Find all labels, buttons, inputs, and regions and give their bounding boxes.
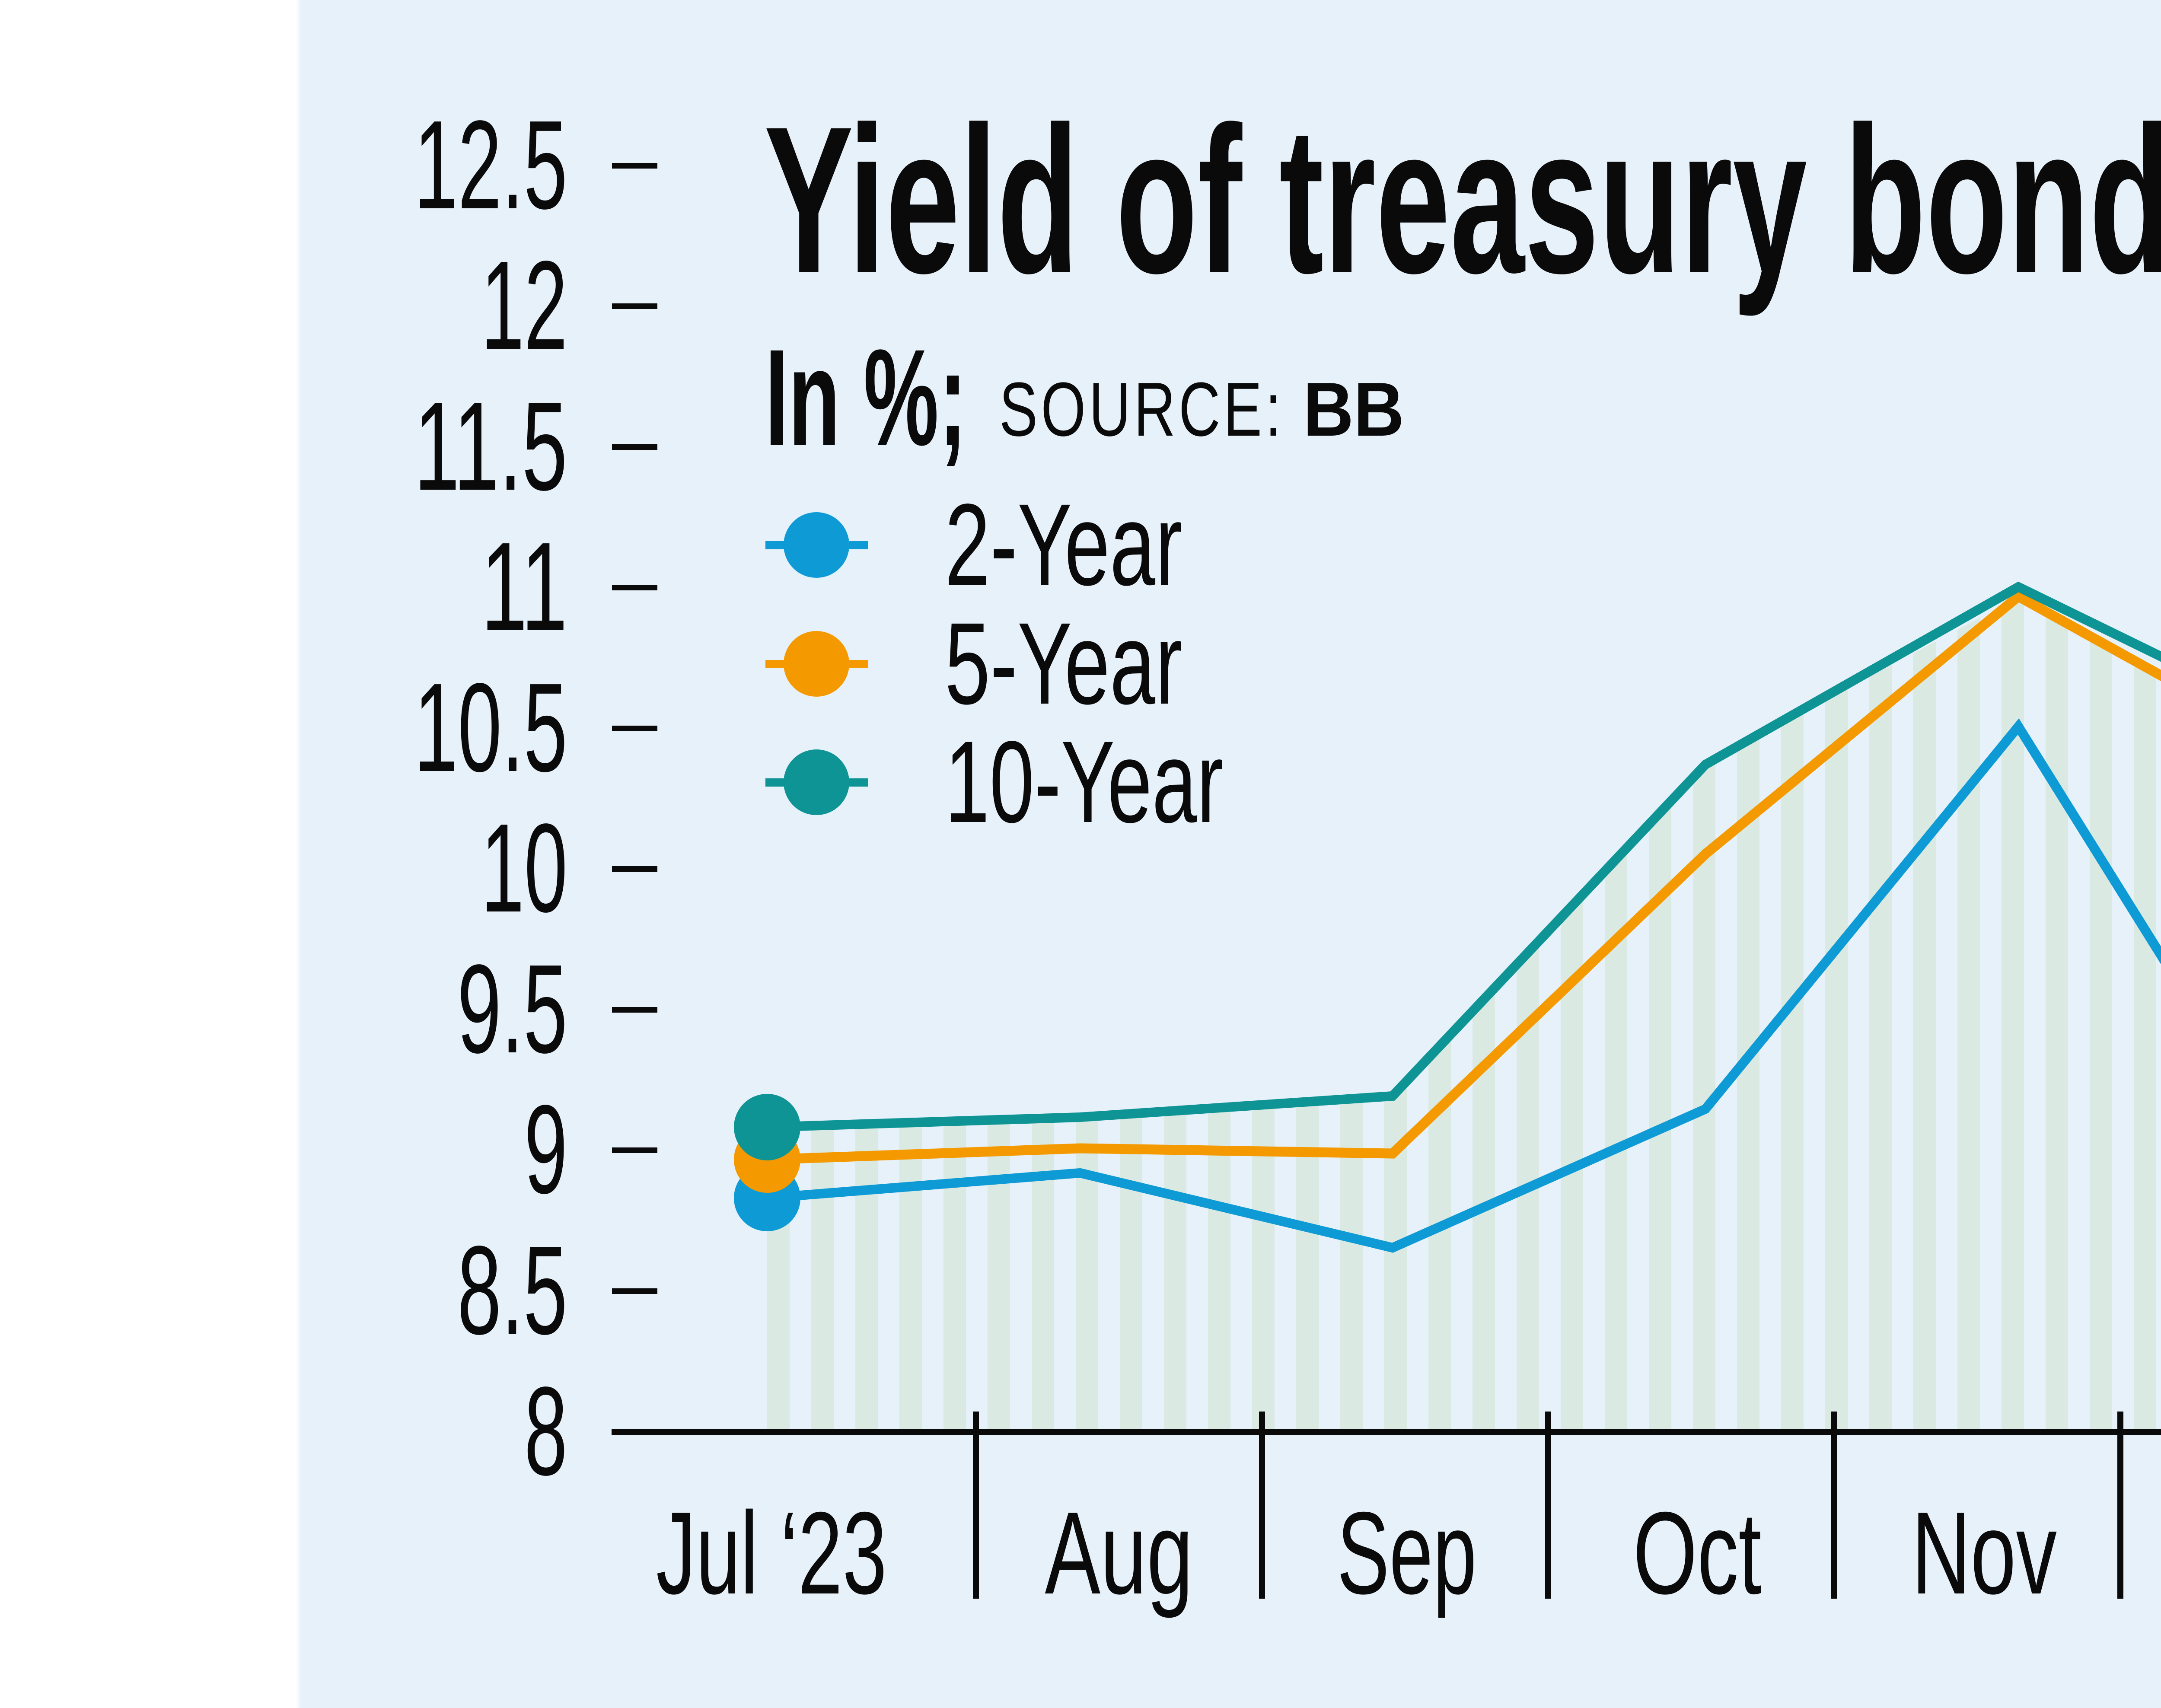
svg-text:9.5: 9.5	[457, 938, 567, 1079]
svg-text:12: 12	[481, 235, 567, 376]
svg-text:11: 11	[481, 516, 567, 657]
svg-text:11.5: 11.5	[414, 376, 567, 516]
svg-text:10-Year: 10-Year	[945, 717, 1224, 847]
svg-text:10.5: 10.5	[414, 657, 567, 798]
svg-text:5-Year: 5-Year	[945, 599, 1182, 729]
svg-text:Aug: Aug	[1045, 1488, 1193, 1619]
svg-text:SOURCE:: SOURCE:	[999, 366, 1284, 452]
svg-text:Sep: Sep	[1337, 1488, 1477, 1619]
svg-text:BB: BB	[1303, 366, 1404, 452]
svg-text:10: 10	[481, 797, 567, 938]
svg-text:Yield of treasury bond: Yield of treasury bond	[764, 83, 2161, 318]
svg-text:Oct: Oct	[1633, 1488, 1762, 1619]
svg-text:8: 8	[524, 1361, 567, 1501]
svg-text:9: 9	[524, 1079, 567, 1220]
svg-text:Jul ‘23: Jul ‘23	[656, 1488, 887, 1619]
svg-text:In %;: In %;	[765, 321, 967, 474]
svg-text:12.5: 12.5	[414, 94, 567, 235]
svg-text:Nov: Nov	[1912, 1488, 2057, 1619]
svg-text:2-Year: 2-Year	[945, 480, 1182, 610]
svg-text:8.5: 8.5	[457, 1220, 567, 1361]
